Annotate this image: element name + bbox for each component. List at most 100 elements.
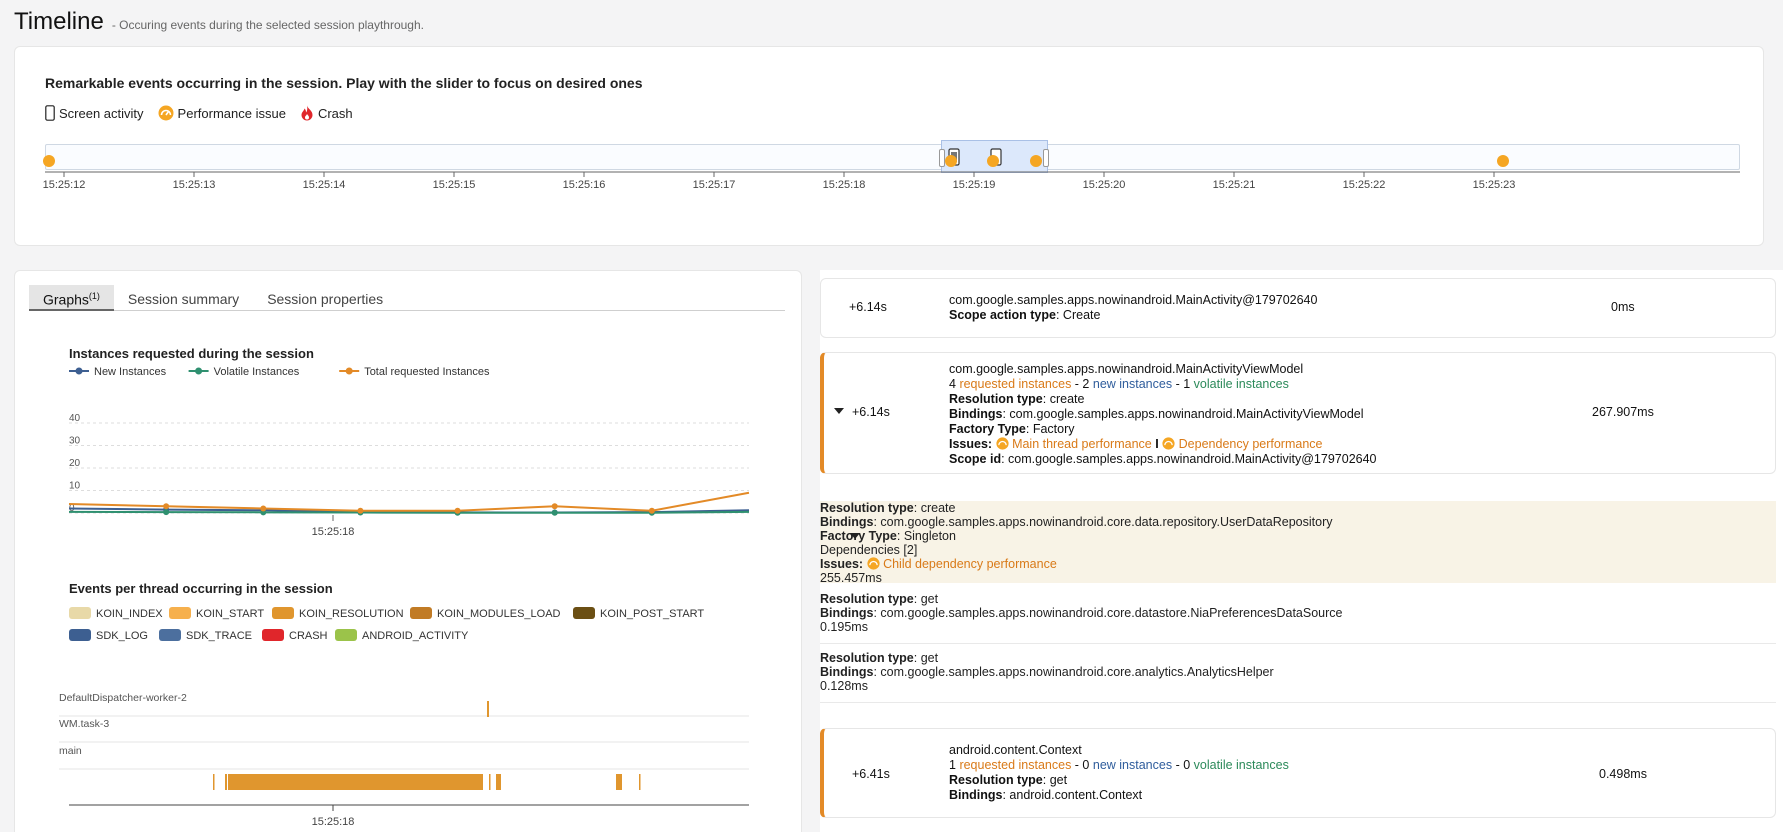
series-line bbox=[68, 491, 750, 512]
thread-event-bar[interactable] bbox=[213, 774, 215, 790]
issue-separator: I bbox=[1155, 437, 1159, 451]
legend-item[interactable]: KOIN_RESOLUTION bbox=[272, 607, 404, 620]
field-label: Resolution type bbox=[949, 773, 1043, 787]
thread-event-bar[interactable] bbox=[225, 774, 227, 790]
field-label: Factory Type bbox=[949, 422, 1026, 436]
legend-item[interactable]: KOIN_POST_START bbox=[573, 607, 704, 620]
event-row[interactable]: +6.14s com.google.samples.apps.nowinandr… bbox=[820, 278, 1776, 338]
legend-item[interactable]: ANDROID_ACTIVITY bbox=[335, 629, 469, 642]
event-duration: 0ms bbox=[1611, 300, 1635, 314]
legend-crash: Crash bbox=[300, 105, 353, 121]
event-row-expanded[interactable]: +6.14s com.google.samples.apps.nowinandr… bbox=[820, 352, 1776, 474]
x-tick-label: 15:25:18 bbox=[312, 816, 355, 828]
thread-event-bar[interactable] bbox=[487, 701, 489, 717]
axis-tick-label: 15:25:23 bbox=[1473, 179, 1516, 191]
event-list: +6.14s com.google.samples.apps.nowinandr… bbox=[820, 270, 1783, 832]
thread-label: main bbox=[59, 745, 82, 757]
gauge-icon[interactable] bbox=[1030, 155, 1042, 167]
dependency-duration: 0.195ms bbox=[820, 620, 868, 634]
thread-event-bar[interactable] bbox=[228, 774, 483, 790]
data-point[interactable] bbox=[357, 507, 364, 514]
thread-event-bar[interactable] bbox=[489, 774, 491, 790]
field-label: Bindings bbox=[820, 606, 874, 620]
data-point[interactable] bbox=[648, 507, 655, 514]
slider-handle-right[interactable] bbox=[1043, 149, 1049, 167]
svg-text:New Instances: New Instances bbox=[94, 366, 167, 378]
instance-counts: 4 requested instances - 2 new instances … bbox=[949, 377, 1377, 392]
gauge-icon[interactable] bbox=[43, 155, 55, 167]
event-time: +6.41s bbox=[852, 767, 890, 781]
legend-item[interactable]: Volatile Instances bbox=[188, 366, 300, 378]
tab-label: Graphs bbox=[43, 291, 89, 308]
issue-link[interactable]: Main thread performance bbox=[1012, 437, 1152, 451]
flame-icon bbox=[301, 105, 313, 121]
gauge-icon bbox=[866, 557, 880, 570]
y-tick-label: 40 bbox=[69, 413, 81, 424]
axis-tick-label: 15:25:22 bbox=[1343, 179, 1386, 191]
field-label: Scope id bbox=[949, 452, 1002, 466]
vol-count: - 0 bbox=[1172, 758, 1191, 772]
dependency-row[interactable]: Resolution type: get Bindings: com.googl… bbox=[820, 651, 1776, 703]
collapse-caret-icon[interactable] bbox=[834, 408, 844, 414]
slider-handle-left[interactable] bbox=[939, 149, 945, 167]
event-time: +6.14s bbox=[852, 405, 890, 419]
gauge-icon bbox=[158, 105, 174, 121]
field-value: : get bbox=[913, 592, 939, 606]
timeline-axis: 15:25:12 15:25:13 15:25:14 15:25:15 15:25:16… bbox=[43, 148, 1740, 191]
new-count: - 2 bbox=[1071, 377, 1090, 391]
field-label: Resolution type bbox=[820, 501, 914, 515]
svg-text:KOIN_RESOLUTION: KOIN_RESOLUTION bbox=[299, 608, 404, 620]
new-label: new instances bbox=[1092, 377, 1173, 391]
gauge-icon[interactable] bbox=[945, 155, 957, 167]
phone-icon bbox=[45, 105, 55, 121]
page-header: Timeline - Occuring events during the se… bbox=[14, 8, 424, 36]
axis-tick-label: 15:25:16 bbox=[563, 179, 606, 191]
legend-item[interactable]: KOIN_START bbox=[169, 607, 264, 620]
collapse-caret-icon[interactable] bbox=[850, 533, 860, 539]
field-value: : create bbox=[913, 501, 956, 515]
tab-graphs[interactable]: Graphs(1) bbox=[29, 285, 114, 311]
gauge-icon[interactable] bbox=[987, 155, 999, 167]
svg-text:SDK_LOG: SDK_LOG bbox=[96, 630, 148, 642]
event-row[interactable]: +6.41s android.content.Context 1 request… bbox=[820, 728, 1776, 818]
field-value: : get bbox=[1042, 773, 1068, 787]
dependency-row[interactable]: Resolution type: create Bindings: com.go… bbox=[820, 501, 1776, 585]
timeline-slider-track[interactable] bbox=[45, 144, 1740, 170]
issues-line: Issues: Main thread performance I Depend… bbox=[949, 437, 1323, 451]
thread-event-bar[interactable] bbox=[496, 774, 501, 790]
axis-tick-label: 15:25:19 bbox=[953, 179, 996, 191]
field-label: Resolution type bbox=[949, 392, 1043, 406]
legend-screen-activity: Screen activity bbox=[45, 105, 144, 121]
svg-text:KOIN_MODULES_LOAD: KOIN_MODULES_LOAD bbox=[437, 608, 561, 620]
data-point[interactable] bbox=[454, 507, 461, 514]
legend-item[interactable]: New Instances bbox=[69, 366, 167, 378]
timeline-card: Remarkable events occurring in the sessi… bbox=[14, 46, 1764, 246]
issue-link[interactable]: Dependency performance bbox=[1178, 437, 1323, 451]
data-point[interactable] bbox=[163, 509, 170, 516]
y-tick-label: 30 bbox=[69, 436, 81, 447]
thread-event-bar[interactable] bbox=[616, 774, 622, 790]
issue-link[interactable]: Child dependency performance bbox=[883, 557, 1057, 571]
thread-event-bar[interactable] bbox=[639, 774, 641, 790]
dependency-row[interactable]: Resolution type: get Bindings: com.googl… bbox=[820, 592, 1776, 644]
data-point[interactable] bbox=[551, 509, 558, 516]
legend-item[interactable]: CRASH bbox=[262, 629, 328, 642]
legend-item[interactable]: SDK_LOG bbox=[69, 629, 148, 642]
data-point[interactable] bbox=[551, 503, 558, 510]
tab-session-summary[interactable]: Session summary bbox=[127, 291, 240, 307]
dependencies-count: Dependencies [2] bbox=[820, 543, 918, 557]
data-point[interactable] bbox=[260, 505, 267, 512]
new-count: - 0 bbox=[1071, 758, 1090, 772]
data-point[interactable] bbox=[163, 503, 170, 510]
gauge-icon[interactable] bbox=[1497, 155, 1509, 167]
legend-item[interactable]: SDK_TRACE bbox=[159, 629, 252, 642]
legend-item[interactable]: KOIN_MODULES_LOAD bbox=[410, 607, 561, 620]
legend-item[interactable]: KOIN_INDEX bbox=[69, 607, 163, 620]
tab-session-properties[interactable]: Session properties bbox=[267, 291, 384, 307]
legend-item[interactable]: Total requested Instances bbox=[339, 366, 490, 378]
field-label: Bindings bbox=[949, 407, 1003, 421]
event-duration: 267.907ms bbox=[1592, 405, 1654, 419]
dependency-details: Resolution type: get Bindings: com.googl… bbox=[820, 651, 1776, 679]
event-title: com.google.samples.apps.nowinandroid.Mai… bbox=[949, 362, 1304, 376]
event-details: com.google.samples.apps.nowinandroid.Mai… bbox=[949, 293, 1317, 323]
